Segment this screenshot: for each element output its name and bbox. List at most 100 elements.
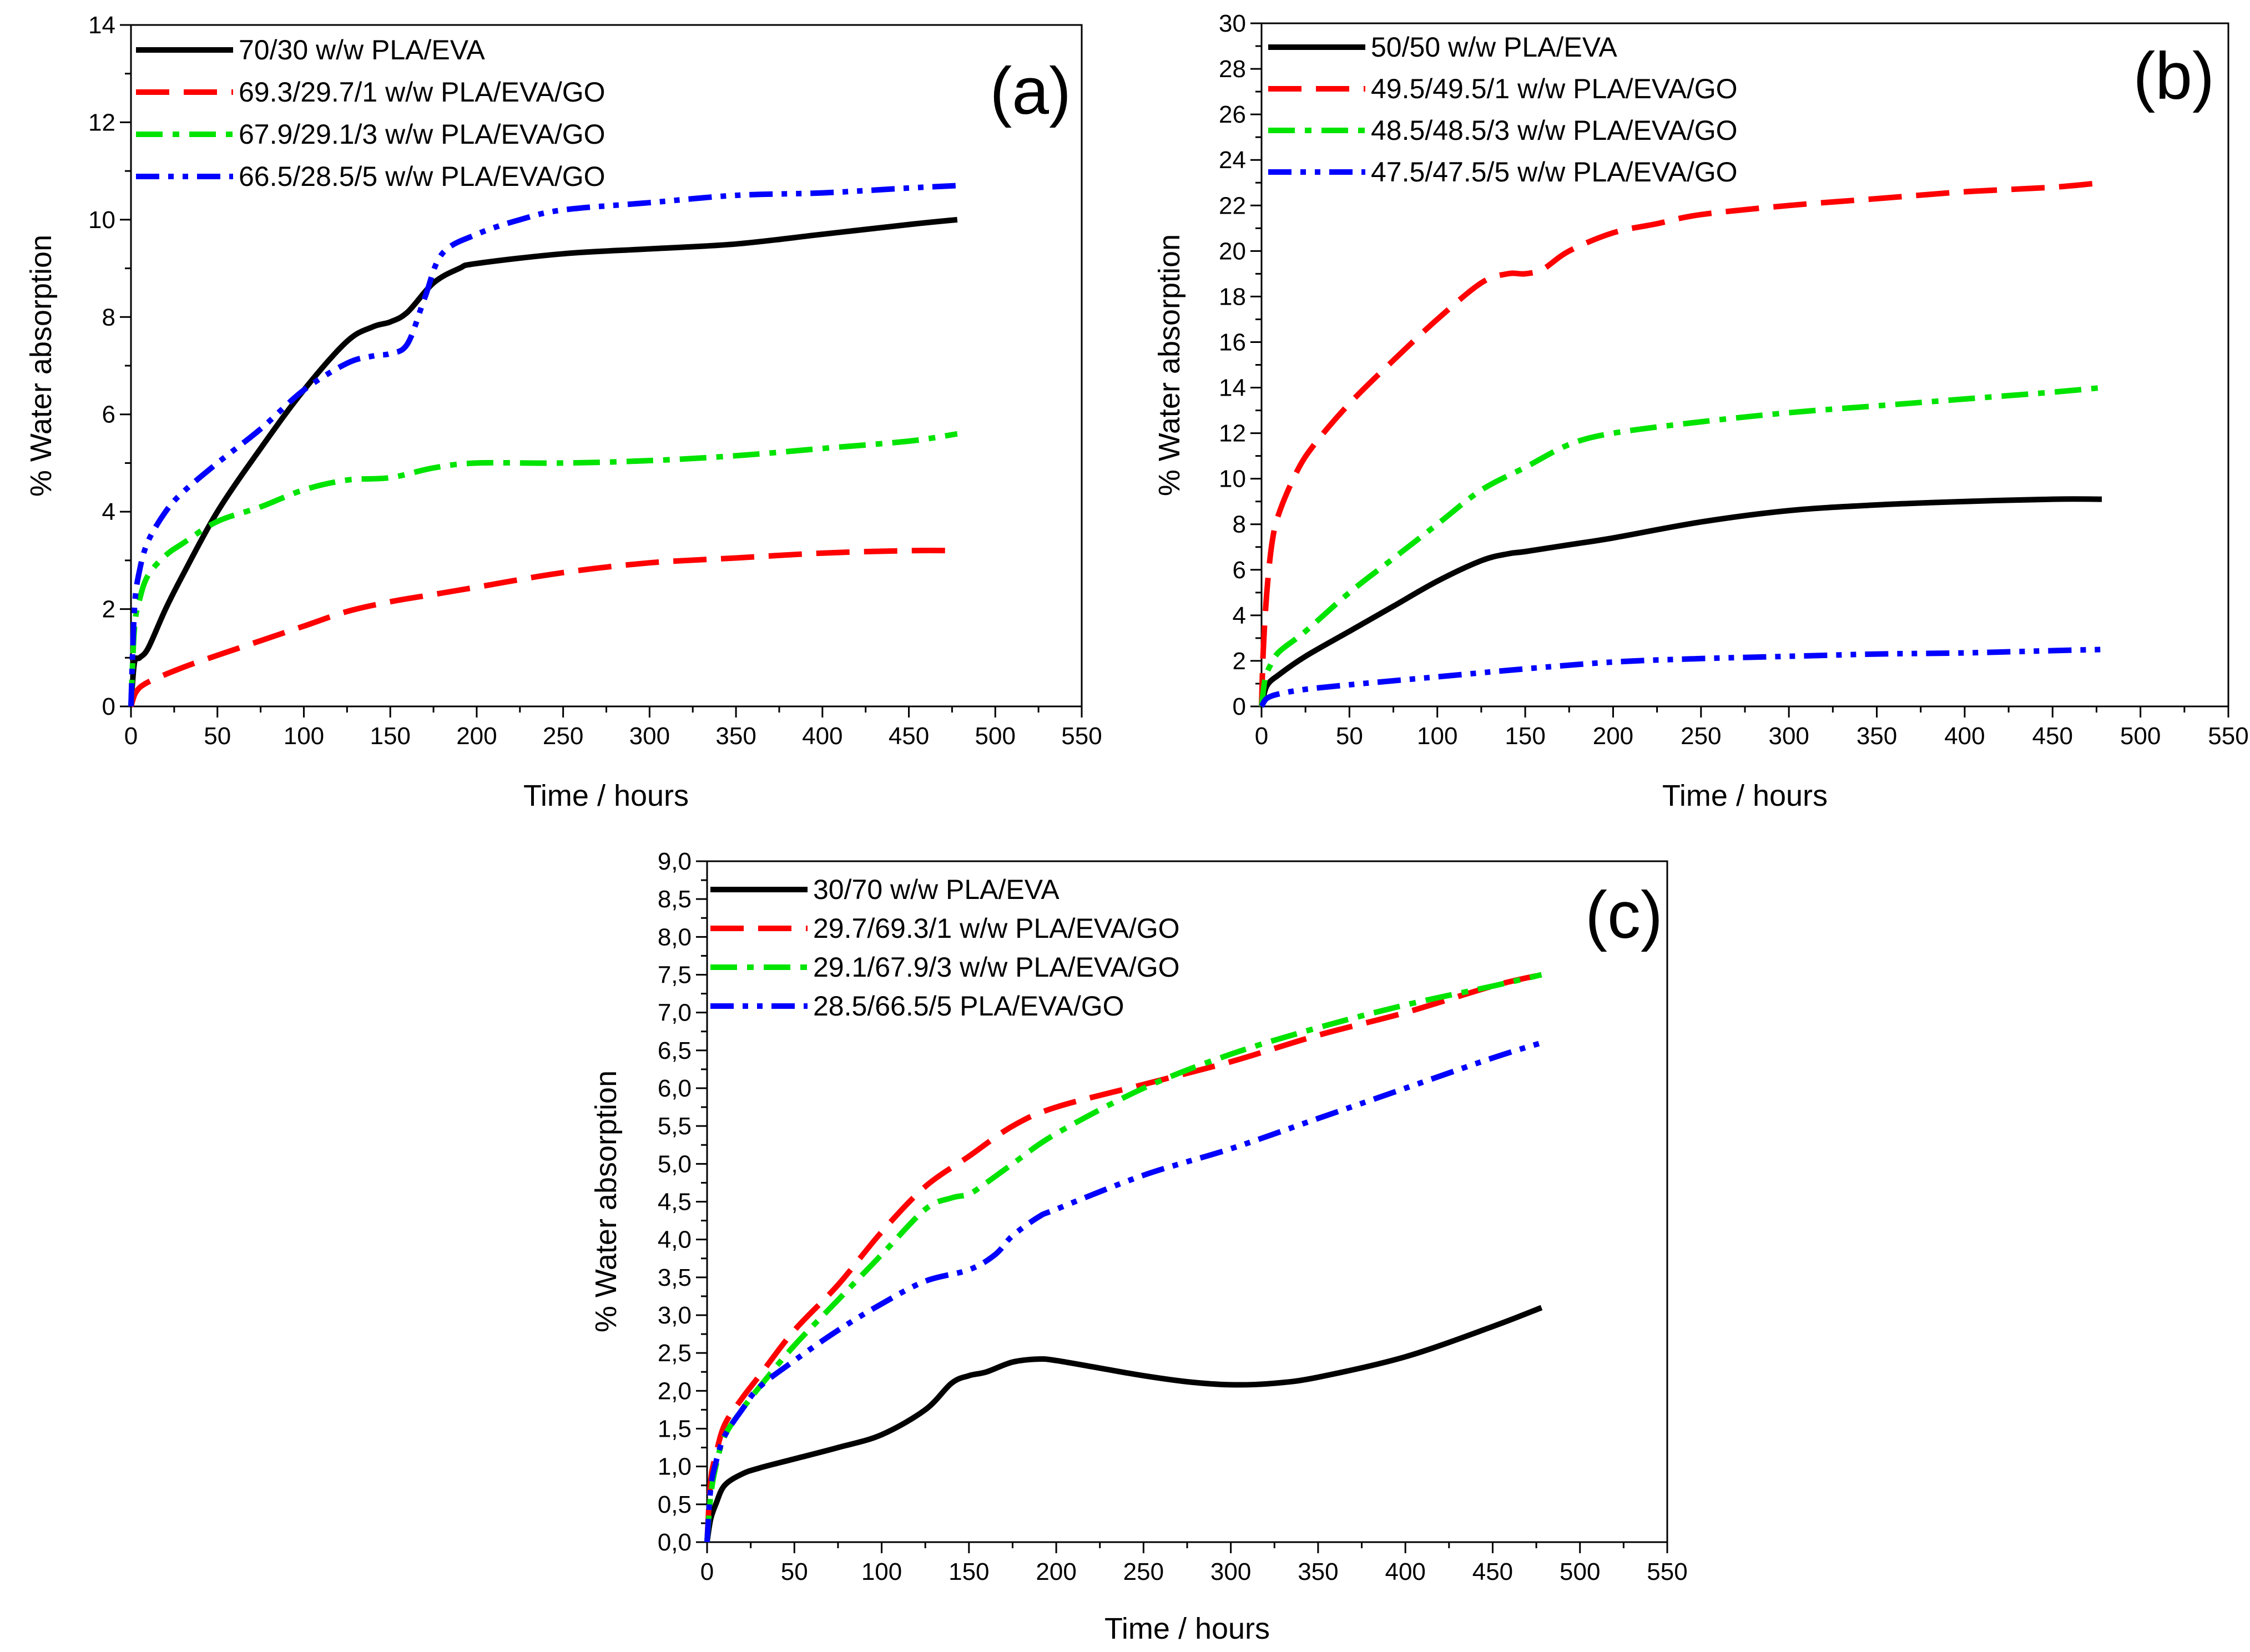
y-tick-label: 3,0: [658, 1302, 692, 1329]
x-tick-label: 100: [861, 1558, 902, 1585]
series-line-48-5-48-5-3-w-w-pla-eva-go: [1259, 385, 2102, 707]
panel-b-tag: (b): [2133, 39, 2214, 113]
legend-label-49-5-49-5-1-w-w-pla-eva-go: 49.5/49.5/1 w/w PLA/EVA/GO: [1371, 73, 1738, 104]
y-tick-label: 20: [1219, 238, 1246, 265]
y-tick-label: 22: [1219, 192, 1246, 219]
y-tick-label: 10: [88, 206, 115, 234]
y-tick-label: 0,0: [658, 1529, 692, 1556]
legend-label-66-5-28-5-5-w-w-pla-eva-go: 66.5/28.5/5 w/w PLA/EVA/GO: [239, 161, 606, 192]
legend-label-30-70-w-w-pla-eva: 30/70 w/w PLA/EVA: [813, 874, 1060, 905]
x-tick-label: 450: [889, 723, 929, 750]
y-tick-label: 4: [102, 498, 115, 526]
x-tick-label: 550: [2208, 723, 2248, 750]
y-tick-label: 10: [1219, 466, 1246, 493]
x-tick-label: 250: [1681, 723, 1721, 750]
x-tick-label: 450: [1472, 1558, 1513, 1585]
y-tick-label: 3,5: [658, 1264, 692, 1291]
x-tick-label: 50: [781, 1558, 808, 1585]
y-tick-label: 8: [1233, 511, 1246, 538]
y-tick-label: 6,5: [658, 1037, 692, 1064]
panel-b-x-axis-title: Time / hours: [1662, 779, 1828, 812]
legend-label-67-9-29-1-3-w-w-pla-eva-go: 67.9/29.1/3 w/w PLA/EVA/GO: [239, 119, 606, 150]
panel-a-legend: 70/30 w/w PLA/EVA 69.3/29.7/1 w/w PLA/EVA…: [136, 34, 606, 192]
panel-c-x-axis-title: Time / hours: [1104, 1612, 1270, 1645]
y-tick-label: 5,5: [658, 1113, 692, 1140]
x-tick-label: 200: [456, 723, 497, 750]
panel-a-ticks: 0 50 100 150 200 250 300 350 400 450 500 550 0 2 4 6 8 10…: [88, 12, 1102, 750]
y-tick-label: 30: [1219, 10, 1246, 37]
panel-b: 0 50 100 150 200 250 300 350 400 450 500 5500246810…: [1153, 10, 2249, 812]
y-tick-label: 9,0: [658, 848, 692, 875]
y-tick-label: 6,0: [658, 1075, 692, 1102]
panel-c-tag: (c): [1585, 878, 1663, 952]
y-tick-label: 7,0: [658, 999, 692, 1027]
panel-b-series: [1259, 180, 2102, 708]
y-tick-label: 1,5: [658, 1416, 692, 1443]
panel-c: 0 50 100 150 200 250 300 350 400 450 500 550 0,0 0,5 1…: [589, 848, 1688, 1645]
legend-label-28-5-66-5-5-pla-eva-go: 28.5/66.5/5 PLA/EVA/GO: [813, 991, 1124, 1022]
y-tick-label: 16: [1219, 329, 1246, 356]
series-line-29-7-69-3-1-w-w-pla-eva-go: [704, 972, 1542, 1543]
y-tick-label: 18: [1219, 283, 1246, 310]
panel-c-ticks: 0 50 100 150 200 250 300 350 400 450 500 550 0,0 0,5 1…: [658, 848, 1688, 1585]
x-tick-label: 0: [700, 1558, 714, 1585]
x-tick-label: 0: [1255, 723, 1268, 750]
panel-b-y-axis-title: % Water absorption: [1153, 234, 1186, 496]
y-tick-label: 8,5: [658, 886, 692, 913]
y-tick-label: 12: [1219, 420, 1246, 447]
legend-label-69-3-29-7-1-w-w-pla-eva-go: 69.3/29.7/1 w/w PLA/EVA/GO: [239, 77, 606, 108]
x-tick-label: 550: [1061, 723, 1102, 750]
y-tick-label: 12: [88, 109, 115, 136]
x-tick-label: 500: [2120, 723, 2161, 750]
panel-a-y-axis-title: % Water absorption: [24, 235, 58, 497]
x-tick-label: 550: [1647, 1558, 1687, 1585]
panel-a-tag: (a): [990, 54, 1071, 128]
y-tick-label: 0: [102, 693, 115, 720]
panel-c-y-axis-title: % Water absorption: [589, 1070, 623, 1332]
x-tick-label: 50: [1336, 723, 1363, 750]
series-line-47-5-47-5-5-w-w-pla-eva-go: [1259, 646, 2102, 708]
x-tick-label: 400: [1385, 1558, 1425, 1585]
y-tick-label: 4,5: [658, 1189, 692, 1216]
x-tick-label: 300: [1210, 1558, 1251, 1585]
x-tick-label: 200: [1036, 1558, 1076, 1585]
y-tick-label: 26: [1219, 101, 1246, 128]
panel-c-legend: 30/70 w/w PLA/EVA 29.7/69.3/1 w/w PLA/EVA…: [710, 874, 1180, 1022]
x-tick-label: 300: [1768, 723, 1809, 750]
panel-a-x-axis-title: Time / hours: [523, 779, 689, 812]
series-line-49-5-49-5-1-w-w-pla-eva-go: [1259, 180, 2102, 707]
x-tick-label: 250: [543, 723, 583, 750]
legend-label-47-5-47-5-5-w-w-pla-eva-go: 47.5/47.5/5 w/w PLA/EVA/GO: [1371, 156, 1738, 188]
x-tick-label: 100: [284, 723, 324, 750]
series-line-28-5-66-5-5-pla-eva-go: [704, 1040, 1542, 1543]
series-line-69-3-29-7-1-w-w-pla-eva-go: [128, 547, 957, 708]
x-tick-label: 250: [1123, 1558, 1164, 1585]
x-tick-label: 150: [1505, 723, 1545, 750]
x-tick-label: 450: [2032, 723, 2073, 750]
y-tick-label: 8: [102, 304, 115, 331]
x-tick-label: 150: [949, 1558, 989, 1585]
y-tick-label: 5,0: [658, 1150, 692, 1178]
legend-label-29-1-67-9-3-w-w-pla-eva-go: 29.1/67.9/3 w/w PLA/EVA/GO: [813, 952, 1180, 983]
panel-b-legend: 50/50 w/w PLA/EVA 49.5/49.5/1 w/w PLA/EVA…: [1268, 32, 1738, 188]
x-tick-label: 150: [370, 723, 410, 750]
series-line-50-50-w-w-pla-eva: [1259, 496, 2102, 708]
y-tick-label: 28: [1219, 55, 1246, 83]
x-tick-label: 350: [715, 723, 756, 750]
y-tick-label: 2: [102, 596, 115, 623]
y-tick-label: 24: [1219, 146, 1246, 174]
series-line-66-5-28-5-5-w-w-pla-eva-go: [128, 183, 958, 707]
x-tick-label: 500: [975, 723, 1016, 750]
legend-label-50-50-w-w-pla-eva: 50/50 w/w PLA/EVA: [1371, 32, 1617, 63]
y-tick-label: 6: [102, 401, 115, 428]
series-line-70-30-w-w-pla-eva: [128, 216, 958, 707]
x-tick-label: 200: [1593, 723, 1633, 750]
x-tick-label: 400: [802, 723, 843, 750]
x-tick-label: 500: [1560, 1558, 1600, 1585]
y-tick-label: 7,5: [658, 962, 692, 989]
y-tick-label: 2,5: [658, 1340, 692, 1367]
y-tick-label: 4: [1233, 602, 1246, 629]
y-tick-label: 14: [88, 12, 115, 39]
